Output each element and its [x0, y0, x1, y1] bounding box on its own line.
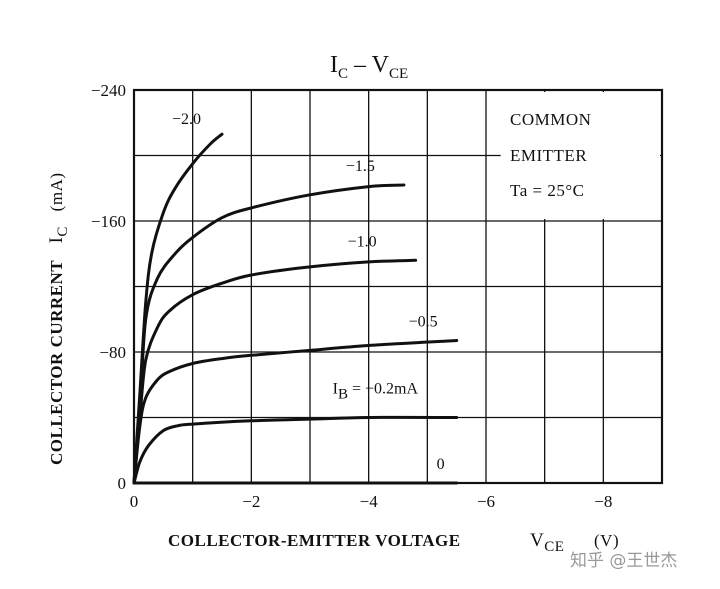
tick-labels: 0 −2 −4 −6 −80−80−160−240: [91, 81, 612, 511]
x-tick-label: −8: [594, 492, 612, 511]
chart-title: IC – VCE: [330, 52, 408, 82]
curve-label: IB = −0.2mA: [333, 381, 419, 403]
curve-labels: 0 IB = −0.2mA −0.5 −1.0 −1.5 −2.0: [172, 111, 445, 473]
legend-background: [500, 92, 660, 219]
curve-label: −1.5: [346, 158, 375, 175]
curve-label: −1.0: [348, 233, 377, 250]
legend-line-3: Ta = 25°C: [510, 181, 584, 200]
plot-frame: [132, 88, 664, 485]
curve-series-4: [132, 183, 406, 485]
y-axis-title: COLLECTOR CURRENT IC (mA): [46, 172, 71, 465]
watermark: 知乎 @王世杰: [570, 551, 677, 571]
x-axis-unit: (V): [594, 531, 619, 550]
curve-series-2: [132, 339, 459, 485]
x-tick-label: −4: [360, 492, 379, 511]
curve-label: −2.0: [172, 111, 201, 128]
x-axis-symbol: VCE: [530, 530, 564, 555]
x-tick-label: 0: [130, 492, 139, 511]
y-tick-label: −240: [91, 81, 126, 100]
x-axis-title: COLLECTOR-EMITTER VOLTAGE: [168, 531, 461, 550]
x-tick-label: −2: [242, 492, 260, 511]
y-tick-label: −160: [91, 212, 126, 231]
curve-series-5: [132, 132, 224, 485]
x-tick-label: −6: [477, 492, 495, 511]
legend-line-2: EMITTER: [510, 146, 587, 165]
curve-label: −0.5: [409, 314, 438, 331]
y-tick-label: −80: [99, 343, 126, 362]
curve-label: 0: [437, 456, 445, 473]
curve-series-1: [132, 415, 459, 485]
curve-series-3: [132, 258, 418, 485]
curves: [132, 132, 459, 485]
legend-line-1: COMMON: [510, 110, 591, 129]
y-tick-label: 0: [118, 474, 127, 493]
